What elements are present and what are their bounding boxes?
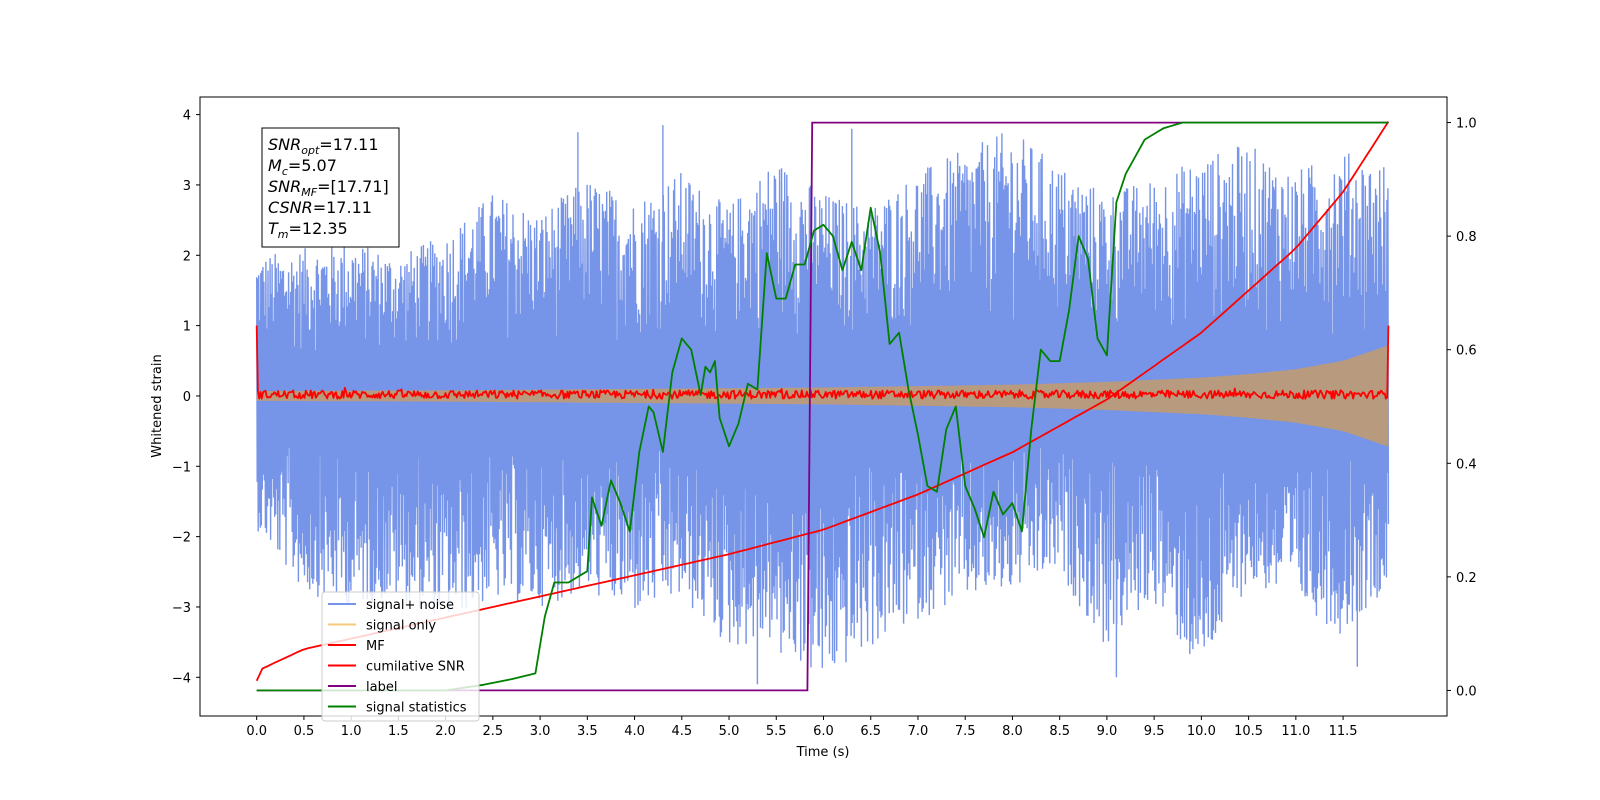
annotation-symbol: M [268,156,282,175]
annotation-line: CSNR=17.11 [268,198,372,217]
x-tick-label: 1.0 [341,724,362,739]
y-tick-label: −1 [172,460,191,475]
x-tick-label: 9.0 [1097,724,1118,739]
x-tick-label: 3.5 [577,724,598,739]
annotation-subscript: m [278,228,289,241]
x-tick-label: 2.5 [483,724,504,739]
legend-label: cumilative SNR [366,660,465,675]
y2-tick-label: 0.2 [1456,571,1477,586]
annotation-line: Tm=12.35 [268,219,348,241]
annotation-symbol: CSNR [268,198,313,217]
legend-label: signal only [366,619,436,634]
legend-label: MF [366,639,385,654]
annotation-symbol: SNR [268,135,301,154]
annotation-subscript: c [282,165,288,178]
annotation-line: SNRMF=[17.71] [268,177,389,199]
annotation-subscript: opt [301,144,320,157]
x-tick-label: 11.5 [1329,724,1358,739]
series-mf [255,325,1390,400]
annotation-frame [261,127,400,248]
x-tick-label: 7.5 [955,724,976,739]
series-signal-only [256,345,1389,447]
x-tick-label: 5.5 [766,724,787,739]
y-axis-left: 4 3 2 1 0 −1 −2 −3 −4 [172,109,200,686]
y-tick-label: −3 [172,601,191,616]
annotation-symbol: SNR [268,177,301,196]
x-tick-label: 0.0 [246,724,267,739]
annotation-value: =[17.71] [317,177,389,196]
y-axis-right: 1.0 0.8 0.6 0.4 0.2 0.0 [1447,117,1477,699]
plot-area [255,121,1390,692]
x-tick-label: 3.0 [530,724,551,739]
y2-tick-label: 0.0 [1456,684,1477,699]
x-axis-label: Time (s) [796,745,850,760]
series-label [256,121,1389,692]
y2-tick-label: 0.6 [1456,344,1477,359]
legend-frame [321,591,480,722]
annotation-value: =12.35 [289,219,348,238]
y-tick-label: 2 [183,249,191,264]
annotation-symbol: T [268,219,279,238]
x-tick-label: 0.5 [294,724,315,739]
x-tick-label: 2.0 [435,724,456,739]
y-tick-label: 4 [183,109,191,124]
x-tick-label: 10.5 [1234,724,1263,739]
annotation-line: Mc=5.07 [268,156,337,178]
y-tick-label: −4 [172,671,191,686]
x-axis: 0.0 0.5 1.0 1.5 2.0 2.5 3.0 3.5 4.0 4.5 5.0 5.5 6.0 6… [246,716,1358,739]
annotation-value: =5.07 [288,156,337,175]
x-tick-label: 7.0 [908,724,929,739]
x-tick-label: 8.0 [1002,724,1023,739]
legend: signal+ noise signal only MF cumilative SNR… [321,591,480,722]
x-tick-label: 11.0 [1281,724,1310,739]
x-tick-label: 9.5 [1144,724,1165,739]
x-tick-label: 10.0 [1187,724,1216,739]
x-tick-label: 4.5 [671,724,692,739]
y2-tick-label: 1.0 [1456,117,1477,132]
x-tick-label: 6.5 [860,724,881,739]
x-tick-label: 8.5 [1049,724,1070,739]
legend-label: label [366,680,397,695]
annotation-value: =17.11 [319,135,378,154]
legend-label: signal statistics [366,701,467,716]
annotation-value: =17.11 [313,198,372,217]
y2-tick-label: 0.4 [1456,457,1477,472]
legend-label: signal+ noise [366,598,454,613]
y2-tick-label: 0.8 [1456,230,1477,245]
y-tick-label: 0 [183,390,191,405]
x-tick-label: 4.0 [624,724,645,739]
y-tick-label: 1 [183,320,191,335]
annotation-line: SNRopt=17.11 [268,135,379,157]
x-tick-label: 5.0 [719,724,740,739]
stats-annotation-box: SNRopt=17.11Mc=5.07SNRMF=[17.71]CSNR=17.… [261,127,400,248]
y-tick-label: −2 [172,531,191,546]
x-tick-label: 1.5 [388,724,409,739]
x-tick-label: 6.0 [813,724,834,739]
series-signal-statistics [256,121,1389,692]
annotation-subscript: MF [301,186,317,199]
series-signal-noise [256,125,1390,685]
y-axis-label: Whitened strain [150,354,165,457]
y-tick-label: 3 [183,179,191,194]
